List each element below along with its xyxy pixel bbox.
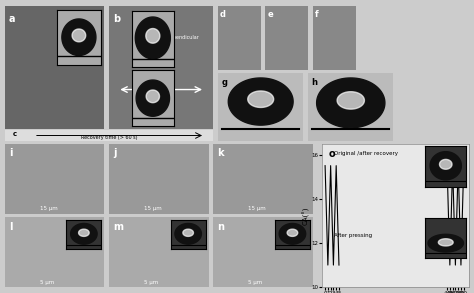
Text: a: a <box>9 14 15 25</box>
Text: o: o <box>328 149 335 159</box>
Polygon shape <box>248 91 273 108</box>
Text: k: k <box>217 149 224 159</box>
Text: Recovery time (> 60 s): Recovery time (> 60 s) <box>81 134 137 139</box>
Y-axis label: CA(°): CA(°) <box>302 206 310 225</box>
Text: 5 μm: 5 μm <box>144 280 158 285</box>
Text: h: h <box>311 78 318 87</box>
Text: After pressing: After pressing <box>334 233 372 238</box>
Polygon shape <box>317 78 385 128</box>
Text: 15 μm: 15 μm <box>39 206 57 211</box>
Text: i: i <box>9 149 12 159</box>
Polygon shape <box>337 92 365 109</box>
Text: 5 μm: 5 μm <box>248 280 263 285</box>
Text: l: l <box>9 222 12 232</box>
Text: 15 μm: 15 μm <box>248 206 266 211</box>
Text: Perpendicular: Perpendicular <box>165 35 199 40</box>
Text: 5 μm: 5 μm <box>39 280 54 285</box>
Text: Parallel: Parallel <box>152 96 170 101</box>
Polygon shape <box>228 78 293 125</box>
Text: m: m <box>113 222 123 232</box>
Text: f: f <box>315 10 319 19</box>
Text: Original /after recovery: Original /after recovery <box>334 151 398 156</box>
Text: d: d <box>220 10 226 19</box>
Text: n: n <box>217 222 224 232</box>
Text: b: b <box>113 14 120 25</box>
Text: 15 μm: 15 μm <box>144 206 162 211</box>
Text: j: j <box>113 149 117 159</box>
Text: c: c <box>13 131 17 137</box>
Text: g: g <box>221 78 228 87</box>
Text: e: e <box>267 10 273 19</box>
